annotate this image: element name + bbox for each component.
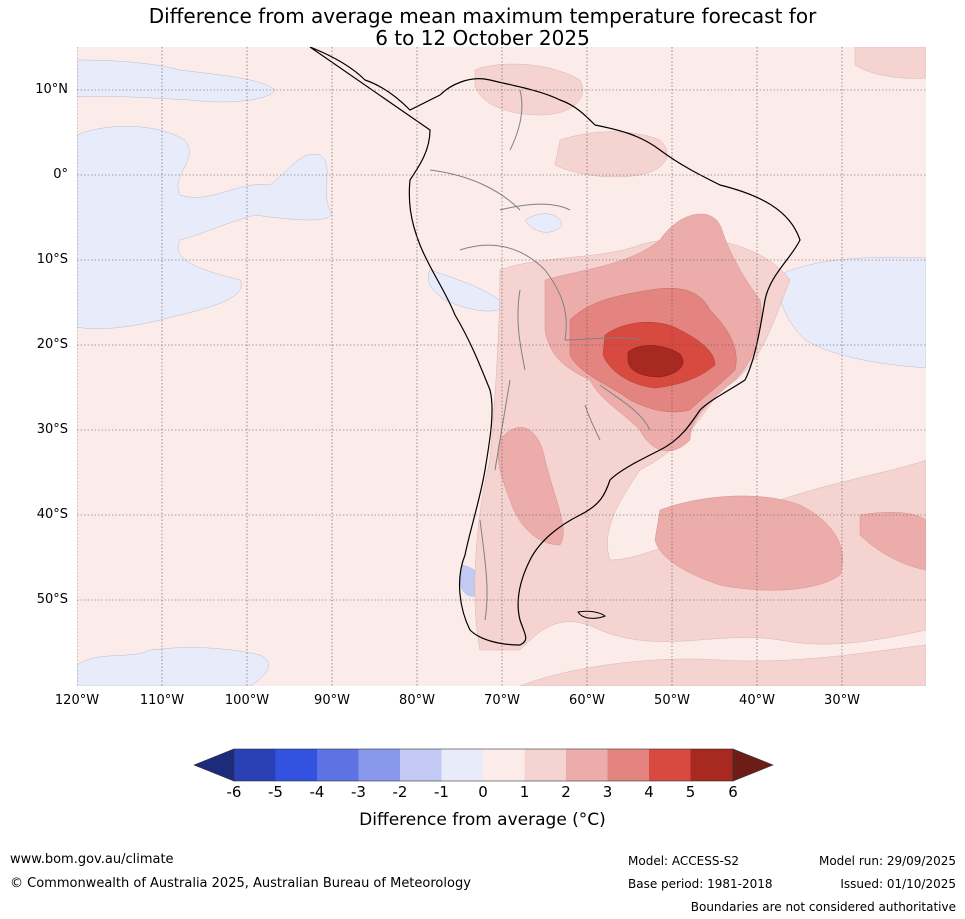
issued-date: Issued: 01/10/2025	[840, 877, 956, 891]
anomaly-5-to-6-peak	[627, 345, 684, 378]
colorbar-segment	[400, 749, 442, 781]
colorbar-segment	[524, 749, 566, 781]
lon-label-110w: 110°W	[139, 693, 185, 708]
colorbar-tick: -1	[434, 783, 449, 801]
base-period: Base period: 1981-2018	[628, 877, 773, 891]
lat-label-10n: 10°N	[35, 82, 68, 97]
model-run-date: Model run: 29/09/2025	[818, 854, 956, 868]
boundaries-disclaimer: Boundaries are not considered authoritat…	[690, 900, 956, 914]
lon-label-100w: 100°W	[224, 693, 270, 708]
cool-patch-tropical-atlantic	[778, 256, 926, 369]
colorbar-tick: -6	[226, 783, 242, 801]
colorbar-segment	[607, 749, 649, 781]
colorbar	[193, 748, 774, 782]
colorbar-extend-low	[193, 748, 235, 782]
colorbar-segment	[483, 749, 525, 781]
anomaly-2-to-3-patagonian-shelf	[654, 495, 843, 591]
anomaly-1-to-2-northeast-brazil	[554, 131, 668, 178]
cool-patch-south-pacific	[77, 647, 269, 686]
lon-label-70w: 70°W	[484, 693, 520, 708]
colorbar-tick: 4	[644, 783, 654, 801]
lon-label-60w: 60°W	[569, 693, 605, 708]
website-link[interactable]: www.bom.gov.au/climate	[10, 852, 174, 867]
lat-label-50s: 50°S	[36, 592, 68, 607]
colorbar-tick: -5	[268, 783, 283, 801]
colorbar-segment	[275, 749, 317, 781]
cool-patch-amazon	[524, 213, 563, 233]
colorbar-tick: -2	[392, 783, 408, 801]
anomaly-2-to-3-argentina	[497, 427, 564, 546]
model-name: Model: ACCESS-S2	[628, 854, 740, 868]
lon-label-30w: 30°W	[824, 693, 860, 708]
anomaly-2-to-3-south-atlantic	[859, 512, 926, 571]
colorbar-extend-high	[732, 748, 774, 782]
colorbar-tick: 3	[602, 783, 613, 801]
country-borders	[429, 89, 651, 621]
colorbar-segment	[358, 749, 400, 781]
cool-patch-north-pacific	[77, 59, 276, 103]
colorbar-label: Difference from average (°C)	[359, 810, 606, 830]
colorbar-tick: 5	[685, 783, 696, 801]
copyright-notice: © Commonwealth of Australia 2025, Austra…	[10, 876, 471, 891]
lat-label-30s: 30°S	[36, 422, 68, 437]
lat-label-10s: 10°S	[36, 252, 68, 267]
lon-label-80w: 80°W	[399, 693, 435, 708]
anomaly-1-to-2-north-atlantic	[854, 47, 926, 79]
cool-patch-peru-coast	[427, 269, 506, 312]
colorbar-tick: -4	[309, 783, 325, 801]
lon-label-120w: 120°W	[54, 693, 100, 708]
colorbar-tick: 1	[519, 783, 530, 801]
chart-title-line-1: Difference from average mean maximum tem…	[148, 4, 817, 28]
cool-patch-east-pacific	[77, 126, 332, 329]
lat-label-0: 0°	[53, 167, 68, 182]
lat-label-20s: 20°S	[36, 337, 68, 352]
anomaly-1-to-2-far-south	[519, 644, 926, 686]
colorbar-segment	[649, 749, 691, 781]
colorbar-segment	[234, 749, 276, 781]
lon-label-40w: 40°W	[739, 693, 775, 708]
colorbar-segment	[317, 749, 359, 781]
colorbar-segment	[566, 749, 608, 781]
graticule	[77, 47, 926, 686]
lat-label-40s: 40°S	[36, 507, 68, 522]
colorbar-tick: 2	[561, 783, 571, 801]
colorbar-tick: 6	[728, 783, 738, 801]
colorbar-segment	[690, 749, 733, 781]
lon-label-90w: 90°W	[314, 693, 350, 708]
colorbar-tick: 0	[478, 783, 488, 801]
colorbar-tick: -3	[351, 783, 366, 801]
south-america-coastline	[309, 47, 801, 646]
chart-title-line-2: 6 to 12 October 2025	[375, 26, 590, 50]
colorbar-segment	[441, 749, 483, 781]
lon-label-50w: 50°W	[654, 693, 690, 708]
